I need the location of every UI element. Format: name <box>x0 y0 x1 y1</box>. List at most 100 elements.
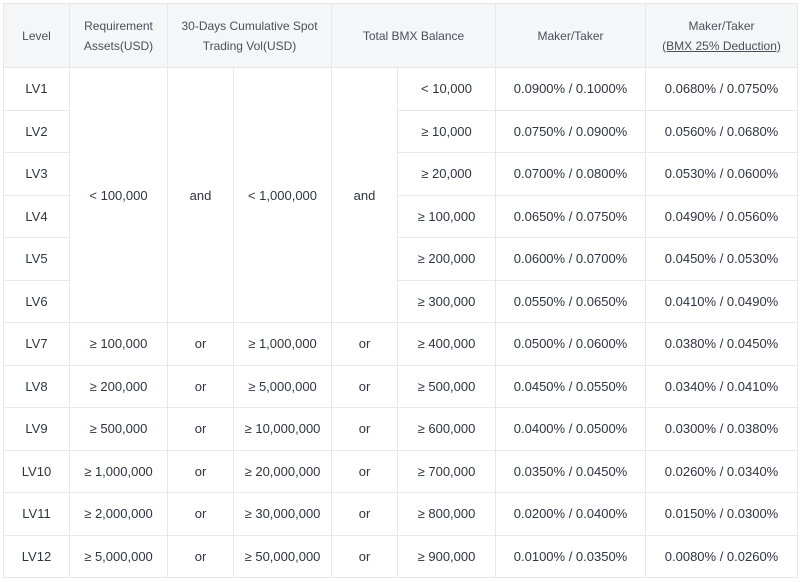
connector-cell: or <box>167 449 234 493</box>
header-level: Level <box>3 3 70 68</box>
level-cell: LV3 <box>3 152 70 196</box>
level-cell: LV5 <box>3 237 70 281</box>
assets-cell: ≥ 200,000 <box>69 364 168 408</box>
level-cell: LV7 <box>3 322 70 366</box>
fee-bmx-cell: 0.0260% / 0.0340% <box>645 449 799 493</box>
connector-cell: or <box>167 407 234 451</box>
fee-bmx-cell: 0.0300% / 0.0380% <box>645 407 799 451</box>
balance-cell: ≥ 600,000 <box>396 407 497 451</box>
connector-cell: or <box>167 322 234 366</box>
table-row: LV11 ≥ 2,000,000 or ≥ 30,000,000 or ≥ 80… <box>3 492 799 536</box>
balance-cell: ≥ 500,000 <box>396 364 497 408</box>
volume-cell: ≥ 10,000,000 <box>233 407 332 451</box>
fee-bmx-cell: 0.0340% / 0.0410% <box>645 364 799 408</box>
assets-cell: ≥ 1,000,000 <box>69 449 168 493</box>
fee-tier-table: Level Requirement Assets(USD) 30-Days Cu… <box>3 3 799 578</box>
fee-cell: 0.0550% / 0.0650% <box>495 279 647 323</box>
fee-bmx-cell: 0.0080% / 0.0260% <box>645 534 799 578</box>
table-row: LV9 ≥ 500,000 or ≥ 10,000,000 or ≥ 600,0… <box>3 407 799 451</box>
fee-cell: 0.0650% / 0.0750% <box>495 194 647 238</box>
level-cell: LV8 <box>3 364 70 408</box>
volume-cell-group: < 1,000,000 <box>233 67 332 323</box>
volume-cell: ≥ 1,000,000 <box>233 322 332 366</box>
balance-cell: ≥ 900,000 <box>396 534 497 578</box>
table-row: LV2 ≥ 10,000 0.0750% / 0.0900% 0.0560% /… <box>3 109 799 153</box>
connector-cell-group: and <box>167 67 234 323</box>
header-requirement-assets: Requirement Assets(USD) <box>69 3 168 68</box>
connector-cell: or <box>331 492 398 536</box>
balance-cell: ≥ 200,000 <box>396 237 497 281</box>
header-row: Level Requirement Assets(USD) 30-Days Cu… <box>3 3 799 68</box>
balance-cell: ≥ 800,000 <box>396 492 497 536</box>
table-body: LV1 < 100,000 and < 1,000,000 and < 10,0… <box>3 67 799 578</box>
table-row: LV12 ≥ 5,000,000 or ≥ 50,000,000 or ≥ 90… <box>3 534 799 578</box>
fee-bmx-cell: 0.0450% / 0.0530% <box>645 237 799 281</box>
connector-cell: or <box>331 449 398 493</box>
volume-cell: ≥ 50,000,000 <box>233 534 332 578</box>
header-deduction-line1: Maker/Taker <box>688 18 755 33</box>
fee-bmx-cell: 0.0410% / 0.0490% <box>645 279 799 323</box>
connector-cell: or <box>331 534 398 578</box>
level-cell: LV11 <box>3 492 70 536</box>
fee-cell: 0.0600% / 0.0700% <box>495 237 647 281</box>
fee-cell: 0.0100% / 0.0350% <box>495 534 647 578</box>
table-row: LV10 ≥ 1,000,000 or ≥ 20,000,000 or ≥ 70… <box>3 449 799 493</box>
level-cell: LV1 <box>3 67 70 111</box>
fee-cell: 0.0400% / 0.0500% <box>495 407 647 451</box>
connector-cell: or <box>167 534 234 578</box>
header-requirement-line2: Assets(USD) <box>83 38 154 53</box>
table-row: LV7 ≥ 100,000 or ≥ 1,000,000 or ≥ 400,00… <box>3 322 799 366</box>
header-bmx-balance: Total BMX Balance <box>330 3 497 68</box>
fee-cell: 0.0350% / 0.0450% <box>495 449 647 493</box>
level-cell: LV10 <box>3 449 70 493</box>
header-volume-line1: 30-Days Cumulative Spot <box>181 18 318 33</box>
assets-cell: ≥ 100,000 <box>69 322 168 366</box>
connector-cell: or <box>331 364 398 408</box>
header-maker-taker: Maker/Taker <box>495 3 647 68</box>
header-volume-line2: Trading Vol(USD) <box>202 38 297 53</box>
table-row: LV4 ≥ 100,000 0.0650% / 0.0750% 0.0490% … <box>3 194 799 238</box>
fee-bmx-cell: 0.0150% / 0.0300% <box>645 492 799 536</box>
fee-cell: 0.0750% / 0.0900% <box>495 109 647 153</box>
assets-cell: ≥ 500,000 <box>69 407 168 451</box>
assets-cell: ≥ 2,000,000 <box>69 492 168 536</box>
assets-cell-group: < 100,000 <box>69 67 168 323</box>
bmx-deduction-link[interactable]: (BMX 25% Deduction) <box>662 38 781 53</box>
volume-cell: ≥ 20,000,000 <box>233 449 332 493</box>
level-cell: LV2 <box>3 109 70 153</box>
connector-cell: or <box>331 322 398 366</box>
balance-cell: ≥ 400,000 <box>396 322 497 366</box>
header-trading-volume: 30-Days Cumulative Spot Trading Vol(USD) <box>167 3 332 68</box>
table-row: LV6 ≥ 300,000 0.0550% / 0.0650% 0.0410% … <box>3 279 799 323</box>
fee-bmx-cell: 0.0680% / 0.0750% <box>645 67 799 111</box>
level-cell: LV12 <box>3 534 70 578</box>
volume-cell: ≥ 30,000,000 <box>233 492 332 536</box>
balance-cell: ≥ 300,000 <box>396 279 497 323</box>
table-row: LV3 ≥ 20,000 0.0700% / 0.0800% 0.0530% /… <box>3 152 799 196</box>
header-maker-taker-deduction: Maker/Taker (BMX 25% Deduction) <box>645 3 799 68</box>
level-cell: LV9 <box>3 407 70 451</box>
assets-cell: ≥ 5,000,000 <box>69 534 168 578</box>
balance-cell: ≥ 100,000 <box>396 194 497 238</box>
connector-cell: or <box>331 407 398 451</box>
table-row: LV8 ≥ 200,000 or ≥ 5,000,000 or ≥ 500,00… <box>3 364 799 408</box>
connector-cell: or <box>167 492 234 536</box>
balance-cell: ≥ 700,000 <box>396 449 497 493</box>
fee-bmx-cell: 0.0380% / 0.0450% <box>645 322 799 366</box>
balance-cell: ≥ 10,000 <box>396 109 497 153</box>
table-header: Level Requirement Assets(USD) 30-Days Cu… <box>3 3 799 68</box>
fee-bmx-cell: 0.0530% / 0.0600% <box>645 152 799 196</box>
fee-cell: 0.0700% / 0.0800% <box>495 152 647 196</box>
fee-bmx-cell: 0.0490% / 0.0560% <box>645 194 799 238</box>
connector-cell: or <box>167 364 234 408</box>
connector-cell-group: and <box>331 67 398 323</box>
header-requirement-line1: Requirement <box>84 18 153 33</box>
level-cell: LV4 <box>3 194 70 238</box>
fee-bmx-cell: 0.0560% / 0.0680% <box>645 109 799 153</box>
volume-cell: ≥ 5,000,000 <box>233 364 332 408</box>
fee-cell: 0.0450% / 0.0550% <box>495 364 647 408</box>
fee-cell: 0.0500% / 0.0600% <box>495 322 647 366</box>
balance-cell: < 10,000 <box>396 67 497 111</box>
balance-cell: ≥ 20,000 <box>396 152 497 196</box>
level-cell: LV6 <box>3 279 70 323</box>
